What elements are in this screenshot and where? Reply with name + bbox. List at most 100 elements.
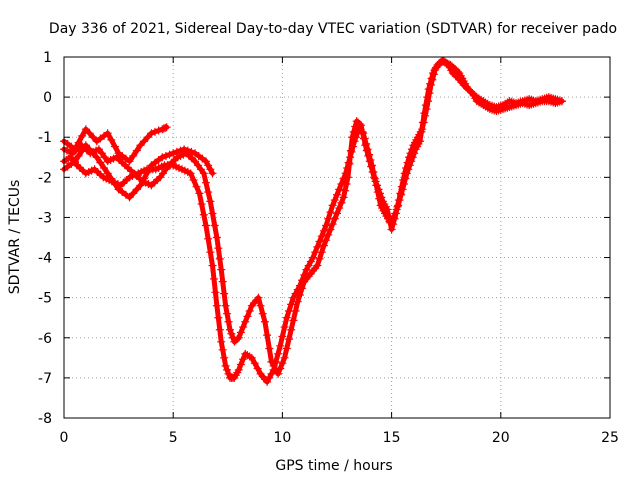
data-point — [204, 234, 213, 243]
data-point — [233, 335, 242, 344]
data-point — [280, 353, 289, 362]
data-point — [208, 261, 217, 270]
data-point — [161, 123, 170, 132]
data-point — [387, 225, 396, 234]
data-point — [96, 158, 105, 167]
data-point — [328, 201, 337, 210]
data-point — [298, 284, 307, 293]
data-point — [85, 129, 94, 138]
data-point — [313, 242, 322, 251]
data-point — [375, 189, 384, 198]
data-point — [176, 146, 185, 155]
data-point — [208, 169, 217, 178]
data-point — [421, 111, 430, 120]
data-point — [234, 333, 243, 342]
data-point — [89, 149, 98, 158]
y-tick-label: -1 — [38, 130, 52, 146]
data-point — [151, 127, 159, 136]
data-point — [223, 309, 232, 318]
x-tick-label: 5 — [169, 430, 178, 446]
data-point — [204, 188, 213, 197]
data-point — [343, 173, 352, 182]
plot-area — [60, 57, 566, 386]
data-point — [183, 146, 192, 155]
y-tick-label: -5 — [38, 291, 52, 307]
data-point — [295, 290, 304, 299]
data-point — [215, 254, 224, 263]
series-secondary-track — [60, 57, 566, 378]
data-point — [239, 355, 248, 364]
data-point — [100, 163, 109, 172]
x-tick-label: 20 — [492, 430, 510, 446]
data-point — [89, 133, 98, 142]
data-point — [362, 146, 371, 155]
data-point — [254, 293, 263, 302]
data-point — [370, 173, 379, 182]
data-point — [154, 126, 163, 135]
y-tick-label: -2 — [38, 170, 52, 186]
data-point — [100, 153, 109, 162]
data-point — [236, 328, 245, 337]
data-point — [143, 133, 152, 142]
data-point — [276, 341, 285, 350]
data-point — [70, 157, 79, 166]
data-point — [267, 357, 276, 366]
data-point — [201, 178, 210, 187]
data-point — [333, 209, 341, 218]
data-point — [132, 185, 141, 194]
data-point — [389, 220, 398, 229]
data-point — [278, 332, 287, 341]
data-point — [110, 142, 119, 151]
data-point — [78, 131, 87, 140]
data-point — [218, 345, 227, 354]
data-point — [165, 150, 174, 159]
data-point — [191, 157, 200, 166]
series-line — [61, 58, 565, 377]
data-point — [405, 153, 414, 162]
data-point — [313, 261, 322, 270]
data-point — [140, 137, 149, 146]
data-point — [341, 186, 350, 195]
data-point — [365, 157, 374, 166]
data-point — [396, 189, 405, 198]
data-point — [103, 129, 112, 138]
data-point — [211, 288, 220, 297]
data-point — [322, 236, 331, 245]
y-tick-label: -4 — [38, 251, 52, 267]
data-point — [431, 65, 440, 74]
data-point — [280, 323, 289, 332]
data-point — [94, 145, 103, 154]
data-point — [397, 182, 406, 191]
data-point — [265, 344, 274, 353]
data-point — [367, 162, 376, 171]
data-point — [197, 200, 206, 209]
data-point — [361, 141, 370, 150]
data-point — [125, 193, 134, 202]
data-point — [187, 147, 196, 156]
data-point — [355, 119, 364, 128]
data-point — [394, 196, 403, 205]
data-point — [159, 169, 168, 178]
data-point — [107, 135, 116, 144]
y-tick-label: 0 — [43, 90, 52, 106]
data-point — [335, 204, 344, 213]
data-point — [265, 373, 274, 382]
data-point — [428, 75, 437, 84]
data-point — [424, 97, 432, 106]
data-point — [263, 377, 272, 386]
data-point — [136, 181, 145, 190]
data-point — [330, 196, 339, 205]
data-point — [384, 212, 393, 221]
data-point — [406, 149, 415, 158]
data-point — [201, 221, 210, 230]
data-point — [345, 159, 354, 168]
data-point — [250, 359, 259, 368]
data-point — [393, 202, 402, 211]
data-point — [143, 167, 152, 176]
data-point — [158, 153, 167, 162]
data-point — [322, 221, 331, 230]
data-point — [103, 169, 112, 178]
data-point — [276, 364, 285, 373]
data-point — [282, 313, 291, 322]
